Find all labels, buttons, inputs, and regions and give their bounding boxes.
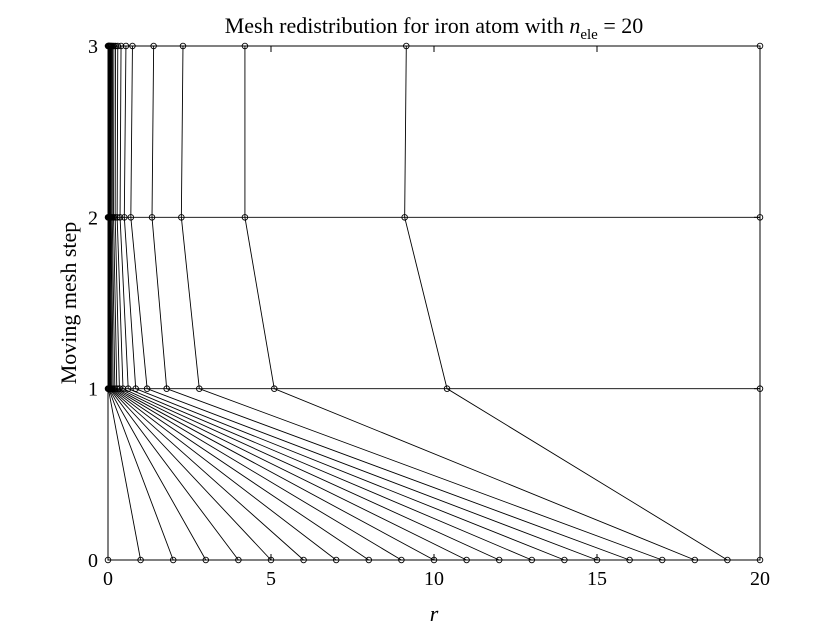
node-marker-16-step-2: [148, 214, 156, 221]
node-marker-19-step-1: [443, 385, 451, 392]
node-path-15: [130, 45, 598, 561]
node-path-10: [113, 45, 435, 561]
node-path-13: [119, 45, 532, 561]
node-path-9: [111, 45, 402, 561]
node-marker-19-step-2: [401, 214, 408, 221]
x-tick-label-15: 15: [587, 568, 607, 590]
node-path-14: [123, 45, 565, 561]
y-tick-label-0: 0: [88, 550, 98, 572]
node-path-17: [180, 45, 663, 561]
node-marker-14-step-2: [121, 214, 128, 221]
node-marker-14-step-1: [132, 385, 139, 392]
node-path-11: [114, 45, 467, 561]
node-path-7: [110, 45, 337, 561]
node-path-12: [116, 45, 500, 561]
node-marker-17-step-2: [178, 214, 185, 221]
node-marker-18-step-2: [241, 214, 249, 221]
chart-title: Mesh redistribution for iron atom with n…: [225, 13, 644, 43]
node-path-19: [404, 45, 728, 561]
x-tick-label-5: 5: [266, 568, 276, 590]
node-marker-15-step-1: [143, 385, 151, 392]
x-axis-label: r: [430, 601, 439, 626]
x-axis-ticks: 0 5 10 15 20: [103, 46, 770, 590]
node-marker-15-step-2: [127, 214, 135, 221]
y-tick-label-1: 1: [88, 379, 98, 401]
node-path-5: [109, 46, 272, 561]
y-axis-ticks: 0 1 2 3: [88, 36, 760, 572]
node-marker-11-step-1: [116, 385, 123, 392]
node-marker-13-step-2: [116, 214, 124, 221]
node-marker-16-step-1: [163, 385, 170, 392]
y-tick-label-3: 3: [88, 36, 98, 58]
node-path-6: [109, 45, 304, 561]
x-tick-label-10: 10: [424, 568, 444, 590]
node-marker-13-step-1: [124, 385, 132, 392]
node-path-8: [110, 45, 370, 561]
node-marker-17-step-1: [196, 385, 203, 392]
y-tick-label-2: 2: [88, 207, 98, 229]
node-path-16: [151, 45, 630, 561]
node-marker-12-step-2: [113, 214, 121, 221]
x-tick-label-0: 0: [103, 568, 113, 590]
node-path-18: [244, 46, 695, 561]
x-tick-label-20: 20: [750, 568, 770, 590]
y-axis-label: Moving mesh step: [56, 222, 81, 385]
node-marker-18-step-1: [271, 385, 278, 392]
